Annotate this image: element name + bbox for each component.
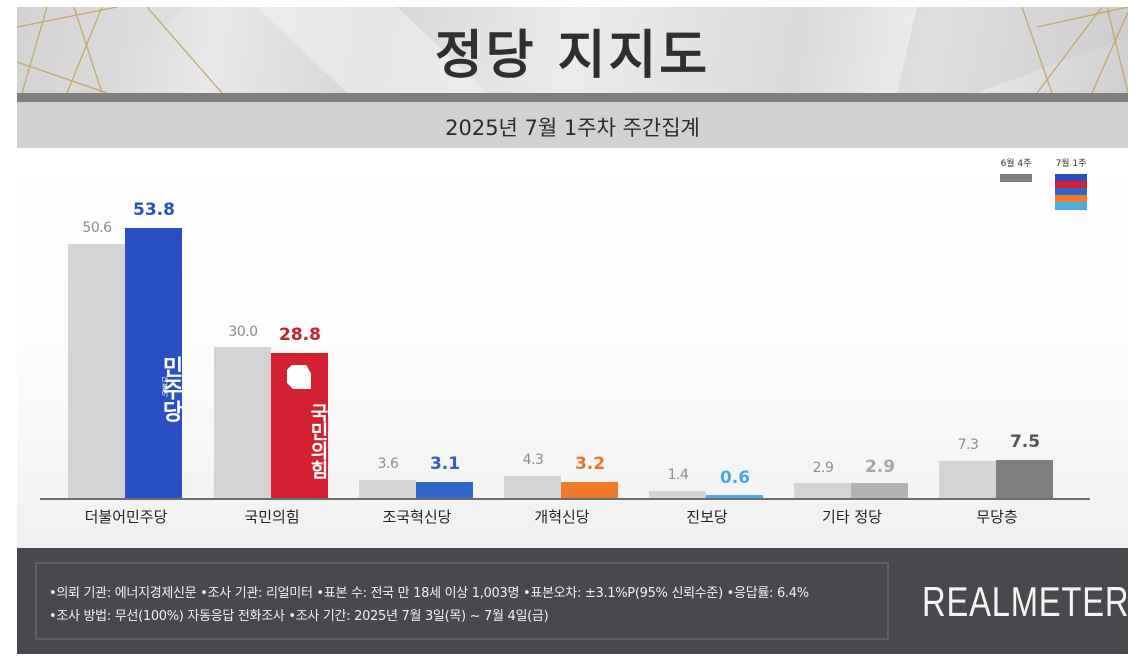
category-label: 개혁신당 (534, 508, 590, 526)
realmeter-logo: REALMETER (922, 578, 1128, 625)
value-label-current: 0.6 (719, 468, 751, 488)
value-label-current: 7.5 (1009, 432, 1041, 452)
value-label-previous: 30.0 (228, 324, 258, 340)
party-logo-ppp: 국민의힘 (307, 403, 329, 479)
value-label-previous: 1.4 (667, 467, 689, 483)
legend: 6월 4주 7월 1주 (988, 156, 1128, 226)
bar-group-rebuilding-korea: 3.6 3.1 조국혁신당 (359, 148, 475, 548)
category-label: 무당층 (976, 508, 1018, 526)
bar-chart: 6월 4주 7월 1주 50.6 더불어 민주당 (17, 148, 1128, 548)
category-label: 진보당 (686, 508, 728, 526)
bar-current: 국민의힘 (271, 353, 329, 498)
bar-current (851, 483, 908, 498)
bar-previous (214, 347, 271, 498)
bar-group-progressive: 1.4 0.6 진보당 (649, 148, 765, 548)
value-label-previous: 4.3 (522, 452, 544, 468)
bar-current (706, 495, 763, 498)
chart-subtitle: 2025년 7월 1주차 주간집계 (445, 116, 700, 140)
bar-previous (649, 491, 706, 498)
value-label-previous: 2.9 (812, 460, 834, 476)
category-label: 더불어민주당 (84, 508, 168, 526)
value-label-previous: 7.3 (957, 437, 979, 453)
bar-previous (504, 476, 561, 498)
legend-item-previous: 6월 4주 (996, 156, 1036, 182)
infographic-panel: 정당 지지도 2025년 7월 1주차 주간집계 6월 4주 7월 1주 (17, 7, 1128, 654)
value-label-previous: 3.6 (377, 456, 399, 472)
bar-previous (68, 244, 125, 498)
legend-swatch-current (1055, 174, 1087, 210)
value-label-current: 3.1 (429, 454, 461, 474)
value-label-current: 28.8 (279, 325, 321, 345)
survey-info-box: •의뢰 기관: 에너지경제신문 •조사 기관: 리얼미터 •표본 수: 전국 만… (35, 562, 889, 640)
footer: •의뢰 기관: 에너지경제신문 •조사 기관: 리얼미터 •표본 수: 전국 만… (17, 548, 1128, 654)
survey-info-line-2: •조사 방법: 무선(100%) 자동응답 전화조사 •조사 기간: 2025년… (49, 609, 549, 624)
bar-group-other-parties: 2.9 2.9 기타 정당 (794, 148, 910, 548)
legend-swatch-previous (1000, 174, 1032, 182)
value-label-current: 53.8 (133, 200, 175, 220)
x-axis-baseline (40, 498, 1090, 500)
value-label-current: 2.9 (864, 457, 896, 477)
bar-previous (939, 461, 996, 498)
bar-previous (359, 480, 416, 498)
bar-current (416, 482, 473, 498)
bar-group-reform: 4.3 3.2 개혁신당 (504, 148, 620, 548)
survey-info-line-1: •의뢰 기관: 에너지경제신문 •조사 기관: 리얼미터 •표본 수: 전국 만… (49, 586, 809, 601)
bar-current: 더불어 민주당 (125, 228, 183, 498)
category-label: 국민의힘 (244, 508, 300, 526)
bar-group-minjoo: 50.6 더불어 민주당 53.8 더불어민주당 (68, 148, 184, 548)
bar-current (996, 460, 1053, 498)
party-logo-small-text: 더불어 (161, 376, 169, 397)
legend-item-current: 7월 1주 (1051, 156, 1091, 210)
bar-group-ppp: 30.0 국민의힘 28.8 국민의힘 (214, 148, 330, 548)
party-logo-minjoo: 민주당 (158, 356, 183, 422)
legend-label-previous: 6월 4주 (1000, 159, 1032, 169)
legend-label-current: 7월 1주 (1055, 159, 1087, 169)
header-divider (17, 93, 1128, 102)
bar-previous (794, 483, 851, 498)
category-label: 기타 정당 (822, 508, 882, 526)
header-banner: 정당 지지도 (17, 7, 1128, 93)
value-label-previous: 50.6 (82, 220, 112, 236)
category-label: 조국혁신당 (382, 508, 452, 526)
value-label-current: 3.2 (574, 454, 606, 474)
gold-line-decoration (17, 7, 1128, 93)
party-logo-shape-icon (287, 365, 311, 389)
subtitle-bar: 2025년 7월 1주차 주간집계 (17, 102, 1128, 148)
bar-group-independent: 7.3 7.5 무당층 (939, 148, 1055, 548)
chart-title: 정당 지지도 (434, 26, 711, 86)
bar-current (561, 482, 618, 498)
